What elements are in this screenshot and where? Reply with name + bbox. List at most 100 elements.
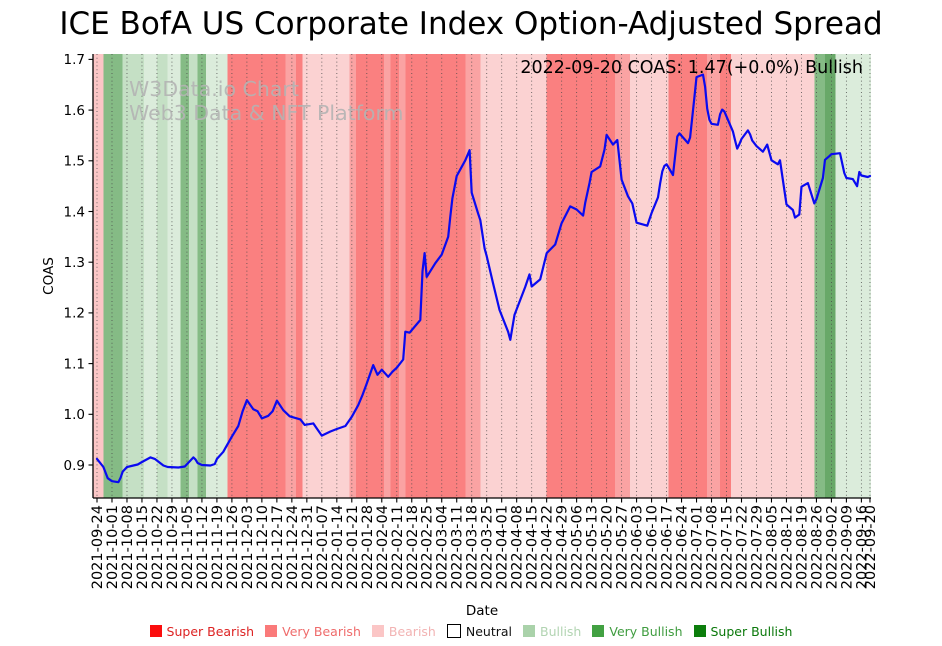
sentiment-band-bullish_mild (206, 54, 228, 498)
sentiment-band-very_bearish (296, 54, 303, 498)
sentiment-band-very_bearish (720, 54, 731, 498)
x-tick-label: 2022-03-04 (435, 505, 451, 589)
x-tick-label: 2021-11-26 (225, 505, 241, 589)
legend-label: Bearish (388, 623, 436, 639)
x-tick-label: 2021-09-24 (90, 505, 106, 589)
legend-swatch-icon (265, 625, 278, 637)
sentiment-band-bearish_strong (615, 54, 631, 498)
legend-item-super-bearish: Super Bearish (149, 624, 254, 639)
sentiment-band-bullish_mild (835, 54, 871, 498)
sentiment-band-very_bullish (197, 54, 207, 498)
sentiment-band-very_bearish (405, 54, 466, 498)
legend: Super Bearish Very Bearish Bearish Neutral B… (0, 619, 942, 643)
sentiment-band-very_bearish (356, 54, 384, 498)
y-tick-label: 1.4 (64, 204, 85, 220)
x-tick-label: 2022-06-10 (645, 505, 661, 589)
x-tick-label: 2022-06-24 (675, 505, 691, 589)
sentiment-band-bullish (122, 54, 145, 498)
x-tick-label: 2021-11-19 (210, 505, 226, 589)
x-tick-label: 2021-10-22 (150, 505, 166, 589)
coas-line (95, 73, 872, 484)
x-tick-label: 2022-05-13 (585, 505, 601, 589)
x-tick-label: 2022-07-29 (749, 505, 765, 589)
sentiment-band-bearish_mild (730, 54, 815, 498)
x-tick-label: 2022-01-14 (330, 505, 346, 589)
sentiment-band-bullish_mild (144, 54, 157, 498)
legend-label: Super Bullish (710, 623, 793, 639)
x-tick-label: 2022-06-03 (630, 505, 646, 589)
x-tick-label: 2022-08-05 (764, 505, 780, 589)
sentiment-band-bearish (93, 54, 104, 498)
x-tick-label: 2021-10-29 (165, 505, 181, 589)
x-tick-label: 2022-08-19 (794, 505, 810, 589)
x-tick-label: 2022-04-15 (525, 505, 541, 589)
sentiment-band-bearish_strong (349, 54, 357, 498)
x-tick-label: 2022-07-22 (735, 505, 751, 589)
sentiment-band-bearish_strong (383, 54, 391, 498)
sentiment-band-very_bullish (103, 54, 123, 498)
x-tick-label: 2021-10-15 (135, 505, 151, 589)
x-tick-label: 2022-02-04 (375, 505, 391, 589)
x-tick-label: 2021-12-10 (255, 505, 271, 589)
y-tick-label: 1.5 (64, 154, 85, 170)
x-tick-label: 2022-06-17 (660, 505, 676, 589)
x-tick-label: 2021-12-17 (270, 505, 286, 589)
x-tick-label: 2022-01-07 (315, 505, 331, 589)
sentiment-band-bearish_strong (285, 54, 297, 498)
x-axis: 2021-09-242021-10-012021-10-082021-10-15… (90, 498, 879, 589)
watermark-line2: Web3 Data & NFT Platform (129, 101, 403, 125)
x-tick-label: 2021-11-05 (180, 505, 196, 589)
x-tick-label: 2021-10-08 (120, 505, 136, 589)
x-axis-title: Date (466, 603, 498, 619)
legend-label: Bullish (540, 623, 582, 639)
x-tick-label: 2022-04-22 (540, 505, 556, 589)
x-tick-label: 2022-07-15 (720, 505, 736, 589)
latest-value-annotation: 2022-09-20 COAS: 1.47(+0.0%) Bullish (520, 58, 863, 78)
x-tick-label: 2021-10-01 (105, 505, 121, 589)
y-tick-label: 1.7 (64, 52, 85, 68)
x-tick-label: 2021-12-24 (285, 505, 301, 589)
sentiment-band-bullish (156, 54, 168, 498)
y-tick-label: 1.1 (64, 356, 85, 372)
x-tick-label: 2022-09-02 (824, 505, 840, 589)
sentiment-band-bullish (189, 54, 198, 498)
x-tick-label: 2022-07-01 (690, 505, 706, 589)
x-tick-label: 2022-09-09 (839, 505, 855, 589)
y-tick-label: 1.2 (64, 306, 85, 322)
legend-item-very-bullish: Very Bullish (592, 623, 683, 639)
legend-swatch-icon (149, 625, 162, 637)
legend-label: Very Bullish (609, 623, 683, 639)
sentiment-band-very_bearish (390, 54, 399, 498)
sentiment-band-very_bullish (814, 54, 826, 498)
legend-swatch-icon (693, 625, 706, 637)
sentiment-band-bullish_mild (167, 54, 181, 498)
sentiment-band-bearish_strong (398, 54, 406, 498)
sentiment-band-very_bearish (546, 54, 616, 498)
sentiment-band-very_bearish (668, 54, 708, 498)
series-line-layer (95, 73, 872, 484)
x-tick-label: 2022-03-25 (480, 505, 496, 589)
x-tick-label: 2022-09-20 (863, 505, 879, 589)
y-tick-label: 1.0 (64, 407, 85, 423)
y-tick-label: 0.9 (64, 458, 85, 474)
x-tick-label: 2022-05-20 (600, 505, 616, 589)
x-tick-label: 2021-12-03 (240, 505, 256, 589)
x-tick-label: 2022-05-06 (570, 505, 586, 589)
y-axis: 0.9 1.0 1.1 1.2 1.3 1.4 1.5 1.6 1.7 (64, 52, 93, 474)
y-tick-label: 1.3 (64, 255, 85, 271)
y-axis-title: COAS (41, 257, 57, 295)
sentiment-band-bearish_strong (465, 54, 481, 498)
x-tick-label: 2022-08-26 (809, 505, 825, 589)
x-tick-label: 2022-03-11 (450, 505, 466, 589)
x-tick-label: 2022-09-16 (854, 505, 870, 589)
x-tick-label: 2021-11-12 (195, 505, 211, 589)
sentiment-band-super_bullish (825, 54, 836, 498)
sentiment-band-very_bearish (227, 54, 286, 498)
watermark-line1: W3Data.io Chart (129, 77, 299, 101)
legend-swatch-icon (371, 625, 384, 637)
x-tick-label: 2021-12-31 (300, 505, 316, 589)
x-tick-label: 2022-02-25 (420, 505, 436, 589)
legend-item-very-bearish: Very Bearish (265, 624, 361, 639)
